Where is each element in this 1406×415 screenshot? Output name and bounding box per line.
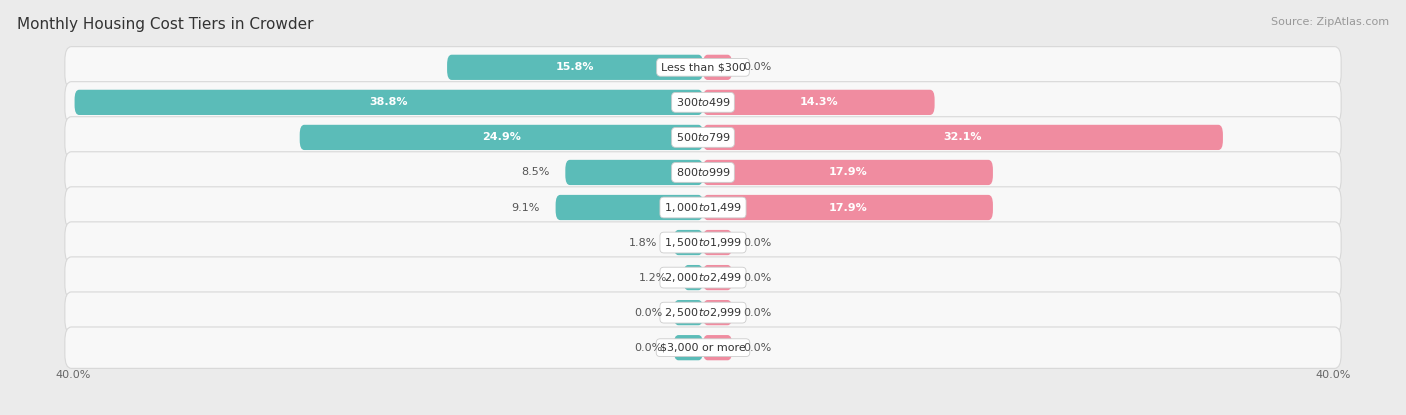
Text: 17.9%: 17.9%: [828, 168, 868, 178]
FancyBboxPatch shape: [65, 152, 1341, 193]
FancyBboxPatch shape: [673, 230, 703, 255]
Text: $500 to $799: $500 to $799: [675, 132, 731, 144]
Text: 0.0%: 0.0%: [744, 273, 772, 283]
Text: 0.0%: 0.0%: [634, 343, 662, 353]
Text: 1.2%: 1.2%: [638, 273, 668, 283]
FancyBboxPatch shape: [65, 292, 1341, 333]
Text: 24.9%: 24.9%: [482, 132, 520, 142]
FancyBboxPatch shape: [447, 55, 703, 80]
Text: 1.8%: 1.8%: [630, 237, 658, 247]
FancyBboxPatch shape: [65, 327, 1341, 369]
FancyBboxPatch shape: [703, 335, 733, 360]
FancyBboxPatch shape: [65, 46, 1341, 88]
Text: 38.8%: 38.8%: [370, 98, 408, 107]
FancyBboxPatch shape: [555, 195, 703, 220]
FancyBboxPatch shape: [703, 160, 993, 185]
Text: 40.0%: 40.0%: [1316, 371, 1351, 381]
Text: Less than $300: Less than $300: [661, 62, 745, 72]
FancyBboxPatch shape: [703, 90, 935, 115]
Text: 0.0%: 0.0%: [744, 308, 772, 317]
FancyBboxPatch shape: [65, 82, 1341, 123]
Text: $1,500 to $1,999: $1,500 to $1,999: [664, 236, 742, 249]
Text: 0.0%: 0.0%: [634, 308, 662, 317]
FancyBboxPatch shape: [299, 125, 703, 150]
FancyBboxPatch shape: [673, 300, 703, 325]
Text: 0.0%: 0.0%: [744, 343, 772, 353]
FancyBboxPatch shape: [65, 117, 1341, 158]
FancyBboxPatch shape: [703, 265, 733, 290]
Text: 15.8%: 15.8%: [555, 62, 595, 72]
Text: 32.1%: 32.1%: [943, 132, 983, 142]
FancyBboxPatch shape: [703, 230, 733, 255]
Text: 8.5%: 8.5%: [520, 168, 550, 178]
Text: 40.0%: 40.0%: [55, 371, 90, 381]
Text: 9.1%: 9.1%: [510, 203, 540, 212]
Text: $3,000 or more: $3,000 or more: [661, 343, 745, 353]
Text: $2,500 to $2,999: $2,500 to $2,999: [664, 306, 742, 319]
Text: 0.0%: 0.0%: [744, 62, 772, 72]
Text: $300 to $499: $300 to $499: [675, 96, 731, 108]
FancyBboxPatch shape: [65, 257, 1341, 298]
Text: $800 to $999: $800 to $999: [675, 166, 731, 178]
Text: 14.3%: 14.3%: [800, 98, 838, 107]
Text: $1,000 to $1,499: $1,000 to $1,499: [664, 201, 742, 214]
FancyBboxPatch shape: [683, 265, 703, 290]
Text: Source: ZipAtlas.com: Source: ZipAtlas.com: [1271, 17, 1389, 27]
FancyBboxPatch shape: [673, 335, 703, 360]
FancyBboxPatch shape: [565, 160, 703, 185]
FancyBboxPatch shape: [703, 195, 993, 220]
FancyBboxPatch shape: [75, 90, 703, 115]
FancyBboxPatch shape: [703, 125, 1223, 150]
FancyBboxPatch shape: [703, 55, 733, 80]
Text: Monthly Housing Cost Tiers in Crowder: Monthly Housing Cost Tiers in Crowder: [17, 17, 314, 32]
FancyBboxPatch shape: [65, 222, 1341, 263]
FancyBboxPatch shape: [65, 187, 1341, 228]
Text: 0.0%: 0.0%: [744, 237, 772, 247]
FancyBboxPatch shape: [703, 300, 733, 325]
Text: $2,000 to $2,499: $2,000 to $2,499: [664, 271, 742, 284]
Text: 17.9%: 17.9%: [828, 203, 868, 212]
